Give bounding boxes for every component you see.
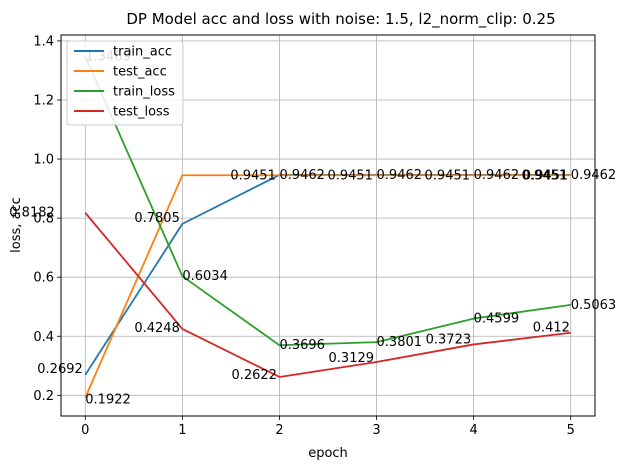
legend-label: train_acc <box>113 45 172 60</box>
data-label-train-loss: 0.6034 <box>182 269 228 284</box>
x-tick-label: 4 <box>469 423 477 438</box>
data-label-test-acc: 0.9451 <box>522 168 568 183</box>
y-tick-label: 0.4 <box>33 330 54 345</box>
data-label-test-loss: 0.4248 <box>134 321 180 336</box>
data-label-test-acc: 0.9451 <box>523 168 569 183</box>
x-axis-label: epoch <box>308 446 348 461</box>
data-label-train-acc: 0.9462 <box>474 168 520 183</box>
data-label-test-acc: 0.1922 <box>85 393 131 408</box>
y-tick-label: 1.4 <box>33 34 54 49</box>
ticks: 0 1 2 3 4 5 0.2 0.4 0.6 0.8 1.0 1.2 1.4 <box>33 34 575 438</box>
plot-frame <box>60 34 596 417</box>
legend-label: train_loss <box>113 85 175 100</box>
data-label-train-acc: 0.9462 <box>279 168 325 183</box>
y-tick-label: 1.0 <box>33 153 54 168</box>
x-tick-label: 5 <box>567 423 575 438</box>
y-tick-label: 0.6 <box>33 271 54 286</box>
y-axis-label: loss, acc <box>9 197 24 253</box>
x-tick-label: 3 <box>372 423 380 438</box>
data-label-test-loss: 0.8182 <box>9 206 55 221</box>
data-label-train-acc: 0.9462 <box>571 168 617 183</box>
chart-title: DP Model acc and loss with noise: 1.5, l… <box>126 10 555 29</box>
data-label-train-loss: 0.3696 <box>279 338 325 353</box>
series-layer <box>84 56 571 398</box>
legend-box <box>66 40 184 126</box>
data-label-train-loss: 0.3801 <box>377 335 423 350</box>
data-label-test-acc: 0.9451 <box>327 168 373 183</box>
series-line-test-loss <box>84 212 571 378</box>
data-label-train-acc: 0.9462 <box>377 168 423 183</box>
data-label-test-acc: 0.9451 <box>230 168 276 183</box>
series-line-train-acc <box>84 174 571 376</box>
legend-label: test_loss <box>113 105 170 120</box>
data-label-train-acc: 0.2692 <box>37 362 83 377</box>
x-tick-label: 1 <box>178 423 186 438</box>
x-tick-label: 2 <box>275 423 283 438</box>
data-label-test-loss: 0.2622 <box>231 368 276 383</box>
data-label-test-loss: 0.3129 <box>329 351 375 366</box>
legend: train_acc test_acc train_loss test_loss <box>66 40 184 126</box>
legend-label: test_acc <box>113 65 167 80</box>
series-line-train-loss <box>84 56 571 347</box>
data-label-train-loss: 0.5063 <box>571 298 617 313</box>
data-label-train-acc: 0.7805 <box>134 211 180 226</box>
data-label-test-loss: 0.3723 <box>426 332 472 347</box>
y-tick-label: 0.2 <box>33 389 54 404</box>
y-tick-label: 1.2 <box>33 93 54 108</box>
series-line-test-acc <box>84 174 571 398</box>
data-label-train-loss: 0.4599 <box>474 312 520 327</box>
y-tick-label: 0.8 <box>33 212 54 227</box>
x-tick-label: 0 <box>81 423 89 438</box>
data-label-test-acc: 0.9451 <box>425 168 471 183</box>
data-labels: 0.2692 0.7805 0.9462 0.9462 0.9462 0.9462 0.19… <box>9 50 616 408</box>
data-label-test-loss: 0.412 <box>533 321 570 336</box>
